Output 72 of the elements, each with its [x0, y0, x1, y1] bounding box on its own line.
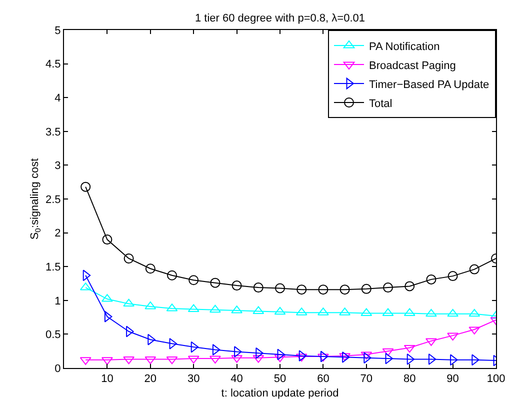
legend-label: Timer−Based PA Update — [369, 78, 490, 91]
point — [210, 304, 221, 313]
x-tick-label: 30 — [187, 373, 200, 386]
point — [167, 270, 177, 280]
point — [188, 356, 200, 364]
point — [296, 354, 308, 362]
point — [426, 274, 436, 284]
y-tick-label: 5 — [54, 24, 61, 37]
point — [210, 356, 221, 364]
legend-label: Broadcast Paging — [369, 60, 456, 72]
point — [102, 234, 112, 245]
point — [428, 354, 436, 365]
x-tick-label: 80 — [403, 373, 416, 386]
point — [382, 348, 394, 356]
point — [296, 284, 307, 295]
point — [448, 271, 458, 282]
point — [144, 301, 156, 310]
y-tick-label: 4.5 — [46, 58, 61, 71]
y-tick-label: 0.5 — [46, 329, 61, 342]
point — [104, 310, 112, 322]
point — [188, 275, 199, 286]
point — [80, 182, 91, 192]
point — [469, 264, 480, 274]
x-tick-label: 20 — [144, 373, 157, 386]
point — [406, 354, 415, 365]
point — [447, 332, 458, 341]
point — [274, 306, 286, 315]
point — [320, 350, 328, 362]
point — [404, 344, 416, 353]
point — [274, 354, 286, 362]
y-tick-label: 1 — [54, 295, 61, 308]
point — [190, 341, 199, 353]
y-tick-label: 1.5 — [46, 261, 61, 274]
point — [212, 344, 220, 356]
point — [166, 356, 178, 364]
point — [232, 280, 242, 291]
point — [383, 282, 393, 293]
point — [124, 253, 134, 264]
point — [253, 282, 264, 293]
point — [318, 284, 328, 295]
legend-label: PA Notification — [369, 40, 440, 53]
point — [318, 354, 329, 362]
chart-title: 1 tier 60 degree with p=0.8, λ=0.01 — [194, 12, 366, 25]
point — [468, 308, 480, 317]
x-tick-label: 70 — [360, 373, 373, 386]
point — [144, 356, 156, 364]
point — [404, 281, 415, 292]
point — [361, 284, 372, 294]
x-tick-label: 100 — [486, 373, 506, 386]
y-tick-label: 3.5 — [46, 126, 61, 138]
point — [447, 308, 458, 317]
point — [123, 298, 134, 307]
y-tick-label: 2 — [54, 228, 61, 240]
x-tick-label: 60 — [317, 373, 330, 386]
point — [82, 270, 91, 282]
point — [123, 356, 134, 364]
y-tick-label: 0 — [54, 362, 61, 375]
legend-label: Total — [369, 98, 392, 110]
y-tick-label: 3 — [54, 160, 61, 172]
x-tick-label: 40 — [230, 373, 243, 386]
x-tick-label: 90 — [446, 373, 459, 386]
point — [340, 284, 350, 295]
x-tick-label: 50 — [274, 373, 286, 386]
point — [210, 278, 220, 288]
point — [426, 308, 437, 317]
x-tick-label: 10 — [101, 373, 114, 386]
point — [145, 264, 156, 274]
point — [275, 283, 285, 294]
y-tick-label: 4 — [54, 92, 61, 104]
point — [298, 350, 307, 362]
y-tick-label: 2.5 — [46, 194, 61, 206]
x-axis-title: t: location update period — [221, 387, 339, 400]
